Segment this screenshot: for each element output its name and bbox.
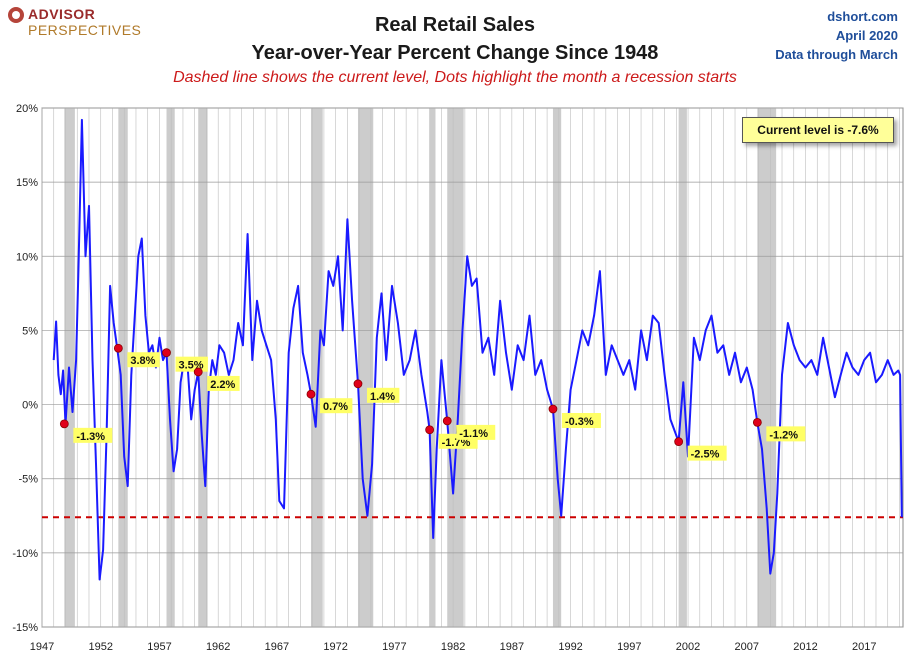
recession-start-dot [353,379,363,389]
recession-start-label: -1.2% [769,429,798,441]
recession-start-dot [162,348,171,358]
recession-band [166,108,175,627]
x-tick-label: 1947 [30,641,54,653]
x-tick-label: 1992 [558,641,582,653]
recession-label-bg [561,413,601,429]
x-tick-label: 2002 [676,641,700,653]
recession-start-label: -1.3% [76,431,105,443]
chart-title-line-2: Year-over-Year Percent Change Since 1948 [251,42,659,64]
recession-band [757,108,777,627]
y-tick-label: 20% [16,103,38,115]
recession-label-bg [319,398,353,414]
recession-start-label: 1.4% [370,391,395,403]
recession-start-dot [442,416,452,426]
x-tick-label: 2017 [852,641,876,653]
x-tick-label: 1987 [500,641,524,653]
x-tick-label: 1997 [617,641,641,653]
recession-label-bg [687,445,727,461]
y-tick-label: 0% [22,400,38,412]
x-tick-label: 1967 [265,641,289,653]
recession-start-label: 2.2% [210,379,235,391]
recession-label-bg [207,375,240,391]
recession-label-bg [366,387,400,403]
recession-start-dot [425,425,435,435]
source-date: April 2020 [835,28,898,43]
logo-line-2: PERSPECTIVES [28,22,142,39]
source-info: dshort.com April 2020 Data through March [775,7,898,64]
x-tick-label: 1977 [382,641,406,653]
recession-start-label: -2.5% [691,449,720,461]
source-data-through: Data through March [775,47,898,62]
y-tick-label: -15% [12,622,38,634]
recession-band [552,108,562,627]
recession-band [118,108,128,627]
y-tick-label: 15% [16,177,38,189]
x-tick-label: 1972 [323,641,347,653]
recession-label-bg [127,352,160,368]
recession-band [447,108,464,627]
recession-start-dot [548,404,558,414]
x-tick-label: 1957 [147,641,171,653]
recession-band [429,108,436,627]
advisor-perspectives-logo: ADVISOR PERSPECTIVES [8,7,141,37]
x-tick-label: 1952 [88,641,112,653]
recession-start-dot [193,367,203,377]
x-tick-label: 1982 [441,641,465,653]
recession-start-label: 3.8% [130,355,155,367]
chart-title-line-1: Real Retail Sales [374,14,536,36]
y-tick-label: -10% [12,548,38,560]
logo-compass-icon [8,7,24,24]
x-tick-label: 2007 [735,641,759,653]
recession-start-dot [752,417,762,427]
y-tick-label: 5% [22,325,38,337]
source-site: dshort.com [827,9,898,24]
recession-start-label: -0.3% [565,416,594,428]
logo-line-1: ADVISOR [28,6,96,22]
recession-start-dot [59,419,69,429]
y-tick-label: 10% [16,251,38,263]
y-tick-label: -5% [18,474,38,486]
chart-subtitle: Dashed line shows the current level, Dot… [173,69,737,86]
x-tick-label: 1962 [206,641,230,653]
recession-label-bg [456,424,496,440]
recession-start-dot [113,343,123,353]
retail-sales-series-line [52,118,903,581]
current-level-callout: Current level is -7.6% [742,117,894,143]
recession-start-dot [306,389,316,399]
recession-band [678,108,687,627]
recession-start-label: -1.1% [459,428,488,440]
x-tick-label: 2012 [793,641,817,653]
recession-label-bg [766,426,806,442]
recession-start-label: 0.7% [323,401,348,413]
recession-label-bg [73,427,113,443]
recession-band [310,108,323,627]
recession-start-dot [674,437,684,447]
